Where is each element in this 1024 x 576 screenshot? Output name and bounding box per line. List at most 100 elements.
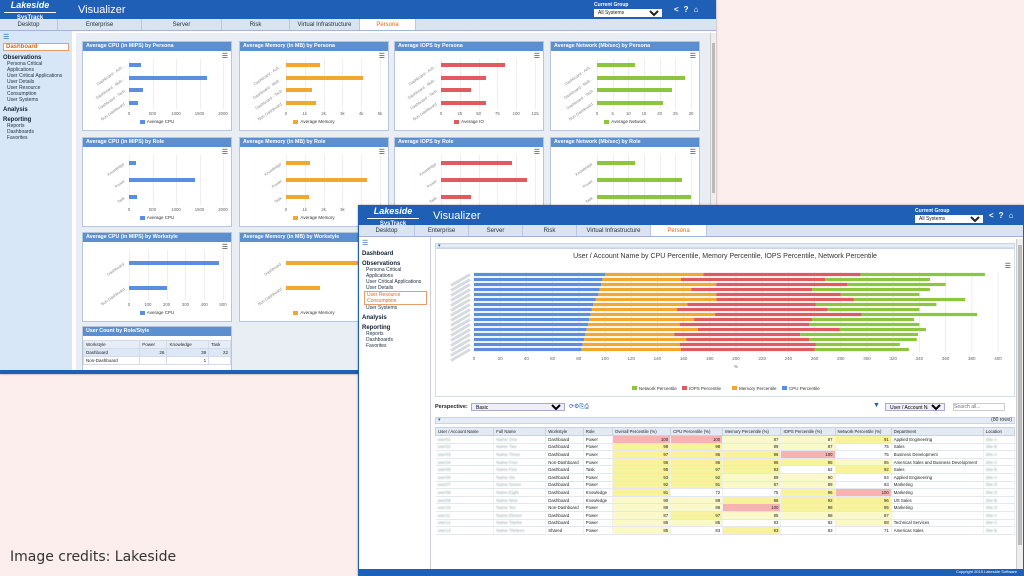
bar-segment[interactable] xyxy=(814,347,909,352)
column-header[interactable]: Role xyxy=(582,427,613,436)
bar-segment[interactable] xyxy=(581,347,681,352)
bar[interactable] xyxy=(441,88,472,93)
column-header[interactable]: Overall Percentile (%) xyxy=(611,427,672,436)
chart-legend[interactable]: Average Memory xyxy=(240,119,388,124)
chart-menu-icon[interactable]: ☰ xyxy=(533,53,540,60)
bar[interactable] xyxy=(286,75,364,80)
sidebar-observations[interactable]: Observations xyxy=(3,55,42,61)
bar-segment[interactable] xyxy=(593,302,688,307)
bar[interactable] xyxy=(286,178,367,182)
sidebar-item-current[interactable]: User Resource Consumption xyxy=(364,291,427,305)
tab-server[interactable]: Server xyxy=(142,19,222,30)
menu-icon[interactable]: ☰ xyxy=(3,34,10,41)
bar-segment[interactable] xyxy=(811,287,930,292)
sidebar-item[interactable]: User Systems xyxy=(7,97,39,103)
toolbar-icons[interactable]: ⟳⚙⎘⎙ xyxy=(569,404,590,410)
share-icon[interactable]: < xyxy=(674,5,679,14)
current-group-select[interactable]: All Systems xyxy=(594,9,662,17)
bar-segment[interactable] xyxy=(686,337,810,342)
bar-segment[interactable] xyxy=(591,307,678,312)
perspective-select[interactable]: Basic xyxy=(471,403,565,411)
bar[interactable] xyxy=(129,75,207,80)
bar-segment[interactable] xyxy=(680,347,815,352)
table-row[interactable]: user01 Name One Dashboard Power 100 100 87 87 91… xyxy=(435,435,1016,444)
bar-segment[interactable] xyxy=(853,297,966,302)
sidebar-item[interactable]: Favorites xyxy=(7,135,28,141)
chart-legend[interactable]: Average CPU xyxy=(83,310,231,315)
tab-risk[interactable]: Risk xyxy=(222,19,290,30)
bar[interactable] xyxy=(597,161,635,166)
vertical-scrollbar[interactable] xyxy=(710,33,716,370)
bar-segment[interactable] xyxy=(474,292,599,297)
bar-segment[interactable] xyxy=(861,312,978,317)
chart-menu-icon[interactable]: ☰ xyxy=(221,149,228,156)
bar[interactable] xyxy=(597,75,685,80)
bar-segment[interactable] xyxy=(474,337,585,342)
bar-segment[interactable] xyxy=(716,282,848,287)
bar[interactable] xyxy=(286,285,320,290)
bar[interactable] xyxy=(129,285,167,290)
lakeside-logo[interactable]: Lakeside SysTrack xyxy=(4,1,56,21)
sidebar-reporting[interactable]: Reporting xyxy=(362,325,391,331)
sidebar-item[interactable]: User Details xyxy=(7,79,35,85)
column-header[interactable]: Network Percentile (%) xyxy=(834,427,892,436)
bar-segment[interactable] xyxy=(703,272,861,277)
scrollbar-thumb[interactable] xyxy=(1018,245,1022,545)
bar-segment[interactable] xyxy=(586,327,699,332)
tab-persona[interactable]: Persona xyxy=(360,19,416,30)
vertical-scrollbar[interactable] xyxy=(1016,239,1023,569)
bar[interactable] xyxy=(286,100,317,105)
legend-label[interactable]: Memory Percentile xyxy=(739,386,777,391)
bar-segment[interactable] xyxy=(605,272,704,277)
bar-segment[interactable] xyxy=(687,302,816,307)
column-header[interactable]: Full Name xyxy=(493,427,547,436)
chart-legend[interactable]: Average CPU xyxy=(83,215,231,220)
bar-segment[interactable] xyxy=(474,272,605,277)
bar-segment[interactable] xyxy=(474,347,582,352)
bar[interactable] xyxy=(129,178,195,182)
bar-segment[interactable] xyxy=(474,302,594,307)
bar-segment[interactable] xyxy=(716,292,841,297)
bar-segment[interactable] xyxy=(590,312,716,317)
bar-segment[interactable] xyxy=(691,287,812,292)
scrollbar-thumb[interactable] xyxy=(712,43,715,193)
bar[interactable] xyxy=(129,260,220,265)
tab-risk[interactable]: Risk xyxy=(523,225,577,236)
bar-segment[interactable] xyxy=(840,292,920,297)
bar-segment[interactable] xyxy=(587,322,680,327)
home-icon[interactable]: ⌂ xyxy=(693,5,699,14)
table-row[interactable]: user12 Name Twelve Dashboard Power 86 85 83 82 8… xyxy=(435,519,1016,528)
bar-segment[interactable] xyxy=(677,307,828,312)
column-header[interactable]: Workstyle xyxy=(545,427,584,436)
column-header[interactable]: Department xyxy=(890,427,984,436)
bar[interactable] xyxy=(286,88,313,93)
sidebar-item[interactable]: User Details xyxy=(366,285,394,291)
bar-segment[interactable] xyxy=(474,287,600,292)
bar[interactable] xyxy=(129,161,137,166)
bar[interactable] xyxy=(286,260,362,265)
bar[interactable] xyxy=(129,100,139,105)
bar[interactable] xyxy=(129,63,141,68)
legend-label[interactable]: IOPS Percentile xyxy=(689,386,722,391)
chart-menu-icon[interactable]: ☰ xyxy=(378,53,385,60)
table-row[interactable]: user05 Name Five Dashboard Task 95 97 93 62 92 Sa… xyxy=(435,465,1016,474)
sidebar-reporting[interactable]: Reporting xyxy=(3,117,32,123)
sidebar-analysis[interactable]: Analysis xyxy=(3,107,28,113)
sidebar-item[interactable]: User Critical Applications xyxy=(366,279,422,285)
table-row[interactable]: user06 Name Six Dashboard Power 93 92 89 90 84 Ap… xyxy=(435,473,1016,482)
bar-segment[interactable] xyxy=(809,322,920,327)
bar-segment[interactable] xyxy=(827,307,920,312)
tab-enterprise[interactable]: Enterprise xyxy=(415,225,469,236)
bar-segment[interactable] xyxy=(474,322,588,327)
sidebar-item[interactable]: Persona Critical Applications xyxy=(366,267,402,279)
bar[interactable] xyxy=(441,178,528,182)
bar-segment[interactable] xyxy=(847,282,946,287)
table-row[interactable]: user03 Name Three Dashboard Power 97 96 96 100 7… xyxy=(435,450,1016,459)
bar-segment[interactable] xyxy=(584,337,687,342)
sidebar-item[interactable]: Favorites xyxy=(366,343,387,349)
bar-segment[interactable] xyxy=(474,282,602,287)
bar-segment[interactable] xyxy=(474,342,583,347)
bar[interactable] xyxy=(129,194,138,199)
bar-segment[interactable] xyxy=(825,277,930,282)
legend-label[interactable]: Network Percentile xyxy=(639,386,677,391)
